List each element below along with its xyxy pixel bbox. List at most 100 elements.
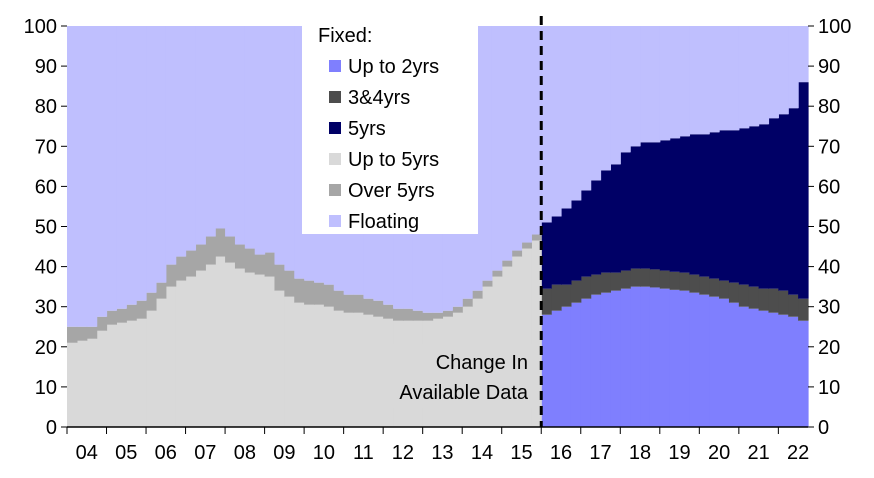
area-segment	[244, 272, 256, 427]
area-segment	[531, 234, 542, 241]
area-segment	[788, 294, 799, 317]
area-segment	[610, 290, 621, 427]
area-segment	[699, 294, 710, 427]
left-y-tick-label: 90	[35, 56, 57, 78]
area-segment	[126, 320, 137, 427]
area-segment	[86, 26, 98, 327]
area-segment	[511, 26, 523, 251]
annotation-line-1: Change In	[436, 352, 528, 374]
right-y-tick-label: 50	[818, 217, 840, 239]
area-segment	[561, 284, 572, 307]
area-segment	[679, 26, 691, 137]
right-y-tick-label: 20	[818, 337, 840, 359]
legend-label: Up to 5yrs	[348, 149, 439, 171]
area-segment	[343, 294, 355, 313]
area-segment	[738, 284, 750, 307]
area-segment	[600, 272, 611, 293]
area-segment	[689, 274, 700, 293]
area-segment	[630, 26, 641, 147]
area-segment	[778, 114, 789, 291]
area-segment	[570, 200, 582, 281]
area-segment	[551, 26, 562, 217]
area-segment	[669, 138, 681, 272]
area-segment	[778, 314, 789, 427]
area-segment	[442, 310, 453, 317]
area-segment	[738, 306, 750, 427]
area-segment	[649, 269, 661, 288]
area-segment	[521, 248, 532, 427]
area-segment	[669, 26, 681, 139]
x-tick-label: 12	[392, 442, 414, 464]
area-segment	[106, 26, 117, 311]
x-tick-label: 05	[115, 442, 137, 464]
area-segment	[669, 271, 681, 290]
area-segment	[294, 302, 305, 427]
left-y-tick-label: 60	[35, 176, 57, 198]
area-segment	[155, 282, 167, 299]
area-segment	[788, 108, 799, 295]
area-segment	[541, 222, 552, 289]
area-segment	[699, 134, 710, 277]
area-segment	[67, 342, 78, 427]
area-segment	[649, 26, 661, 143]
area-segment	[659, 26, 671, 141]
area-segment	[314, 304, 325, 427]
legend-swatch	[329, 153, 341, 165]
x-tick-label: 11	[353, 442, 374, 464]
area-segment	[511, 250, 523, 257]
area-segment	[709, 278, 720, 297]
right-y-tick-label: 80	[818, 96, 840, 118]
x-tick-label: 13	[431, 442, 453, 464]
area-segment	[788, 316, 799, 427]
area-segment	[67, 326, 78, 343]
area-segment	[738, 128, 750, 285]
area-segment	[264, 276, 276, 428]
area-segment	[155, 26, 167, 283]
area-segment	[96, 316, 108, 331]
area-segment	[126, 26, 137, 305]
area-segment	[264, 26, 276, 253]
series-2	[541, 82, 809, 299]
area-segment	[521, 242, 532, 249]
area-segment	[155, 298, 167, 427]
area-segment	[225, 26, 236, 237]
area-segment	[531, 26, 542, 235]
area-segment	[719, 130, 730, 281]
legend-label: 5yrs	[348, 118, 386, 140]
area-segment	[234, 268, 246, 427]
area-segment	[551, 284, 562, 311]
area-segment	[353, 312, 364, 427]
area-segment	[640, 286, 651, 427]
area-segment	[748, 26, 760, 127]
area-segment	[491, 270, 503, 277]
area-segment	[620, 26, 631, 153]
left-y-tick-label: 20	[35, 337, 57, 359]
area-segment	[768, 118, 779, 289]
area-segment	[590, 274, 602, 295]
area-segment	[274, 290, 285, 427]
area-segment	[185, 250, 197, 277]
area-segment	[185, 26, 197, 251]
legend-label: Floating	[348, 211, 419, 233]
left-y-tick-label: 70	[35, 136, 57, 158]
x-tick-label: 04	[76, 442, 98, 464]
area-segment	[798, 320, 809, 427]
area-segment	[531, 240, 542, 427]
area-segment	[452, 306, 463, 313]
area-segment	[659, 140, 671, 271]
left-y-tick-label: 100	[24, 16, 57, 38]
right-y-tick-label: 90	[818, 56, 840, 78]
area-segment	[570, 280, 582, 303]
area-segment	[195, 270, 206, 427]
area-segment	[333, 310, 345, 427]
area-segment	[728, 26, 740, 131]
area-segment	[728, 130, 740, 283]
area-segment	[798, 298, 809, 321]
area-segment	[521, 26, 532, 243]
legend-swatch	[329, 60, 341, 72]
area-segment	[561, 26, 572, 209]
area-segment	[511, 256, 523, 427]
area-segment	[541, 314, 552, 427]
area-segment	[580, 190, 592, 277]
change-annotation: Change In Available Data	[360, 344, 532, 408]
